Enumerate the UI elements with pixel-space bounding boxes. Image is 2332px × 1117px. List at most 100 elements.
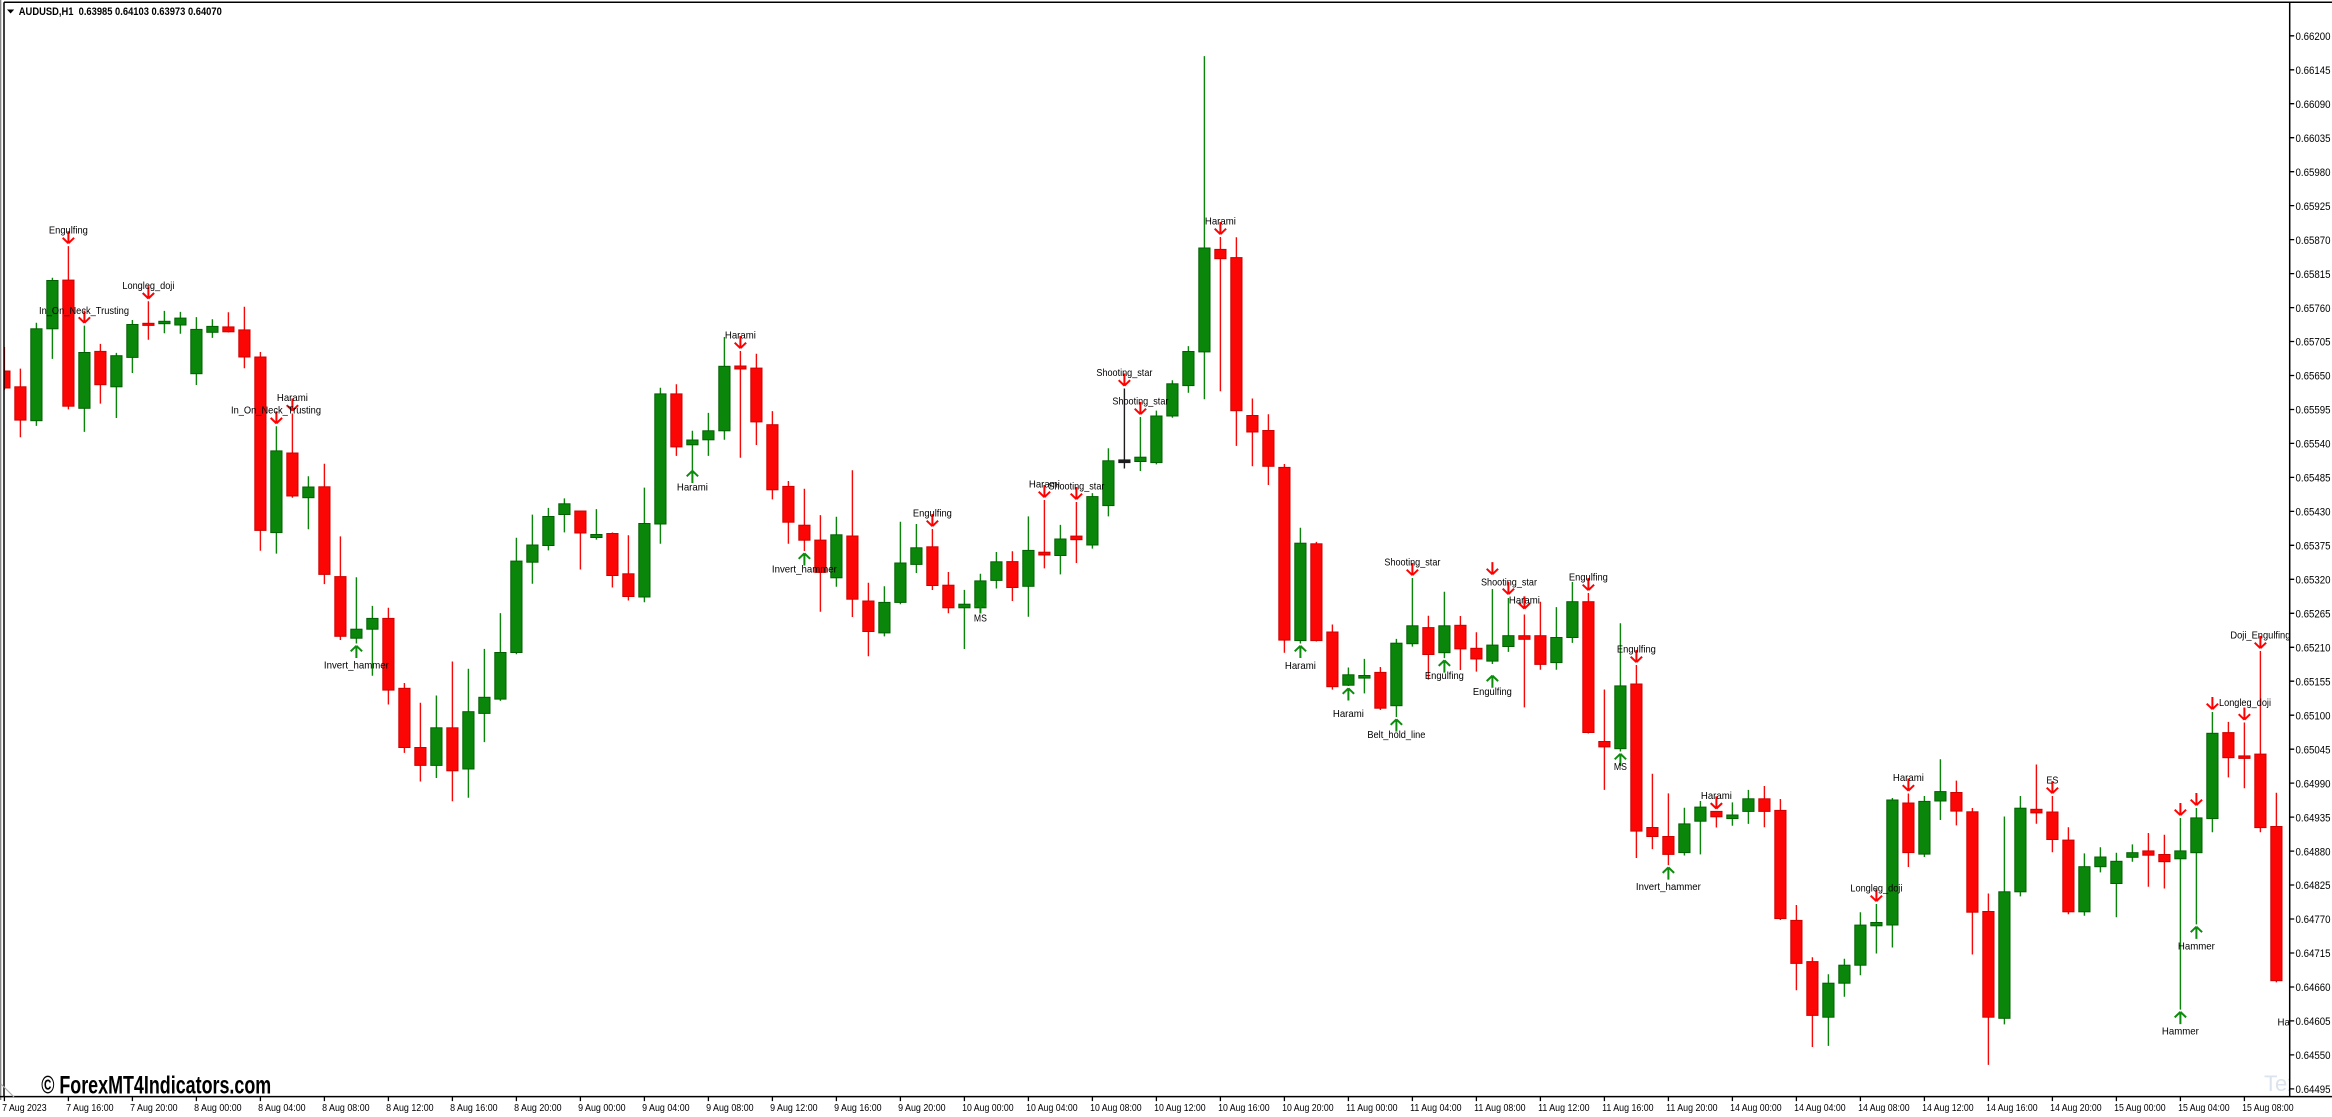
svg-text:Invert_hammer: Invert_hammer [772,564,837,576]
svg-text:0.64935: 0.64935 [2296,812,2331,824]
svg-text:Text: Text [2264,1071,2304,1096]
svg-text:0.65925: 0.65925 [2296,201,2331,213]
svg-text:10 Aug 00:00: 10 Aug 00:00 [962,1102,1014,1114]
svg-text:15 Aug 08:00: 15 Aug 08:00 [2242,1102,2294,1114]
svg-text:0.66145: 0.66145 [2296,65,2331,77]
svg-text:7 Aug 20:00: 7 Aug 20:00 [130,1102,178,1114]
svg-text:0.65320: 0.65320 [2296,575,2331,587]
svg-text:9 Aug 12:00: 9 Aug 12:00 [770,1102,818,1114]
svg-text:0.65265: 0.65265 [2296,609,2331,621]
svg-text:Harami: Harami [725,330,756,342]
svg-text:0.64880: 0.64880 [2296,846,2331,858]
svg-text:Invert_hammer: Invert_hammer [324,660,389,672]
svg-text:Harami: Harami [1509,595,1540,607]
svg-text:9 Aug 04:00: 9 Aug 04:00 [642,1102,690,1114]
svg-text:0.65650: 0.65650 [2296,371,2331,383]
svg-text:0.64990: 0.64990 [2296,778,2331,790]
svg-text:Hammer: Hammer [2278,1017,2315,1029]
svg-text:Longleg_doji: Longleg_doji [2219,697,2271,709]
svg-text:Engulfing: Engulfing [913,508,952,520]
svg-text:Harami: Harami [1205,216,1236,228]
svg-text:8 Aug 08:00: 8 Aug 08:00 [322,1102,370,1114]
svg-text:0.65540: 0.65540 [2296,439,2331,451]
svg-text:Engulfing: Engulfing [1617,644,1656,656]
svg-text:0.66035: 0.66035 [2296,133,2331,145]
svg-text:Hammer: Hammer [2178,941,2215,953]
svg-text:0.65210: 0.65210 [2296,643,2331,655]
svg-text:11 Aug 08:00: 11 Aug 08:00 [1474,1102,1526,1114]
svg-text:14 Aug 08:00: 14 Aug 08:00 [1858,1102,1910,1114]
svg-text:ES: ES [2046,775,2058,787]
svg-text:10 Aug 04:00: 10 Aug 04:00 [1026,1102,1078,1114]
svg-text:Shooting_star: Shooting_star [1384,557,1440,569]
svg-text:14 Aug 04:00: 14 Aug 04:00 [1794,1102,1846,1114]
svg-text:© ForexMT4Indicators.com: © ForexMT4Indicators.com [41,1071,271,1099]
svg-text:0.65430: 0.65430 [2296,507,2331,519]
svg-text:Harami: Harami [1029,479,1060,491]
svg-text:In_On_Neck_Trusting: In_On_Neck_Trusting [231,405,321,417]
svg-text:14 Aug 12:00: 14 Aug 12:00 [1922,1102,1974,1114]
svg-text:8 Aug 04:00: 8 Aug 04:00 [258,1102,306,1114]
svg-text:0.64550: 0.64550 [2296,1050,2331,1062]
svg-text:Doji_Engulfing: Doji_Engulfing [2230,630,2290,642]
svg-text:8 Aug 20:00: 8 Aug 20:00 [514,1102,562,1114]
svg-text:In_On_Neck_Trusting: In_On_Neck_Trusting [39,305,129,317]
svg-text:0.65100: 0.65100 [2296,710,2331,722]
svg-text:Hammer: Hammer [2162,1026,2199,1038]
svg-text:0.65705: 0.65705 [2296,337,2331,349]
svg-text:10 Aug 16:00: 10 Aug 16:00 [1218,1102,1270,1114]
svg-text:9 Aug 20:00: 9 Aug 20:00 [898,1102,946,1114]
svg-text:10 Aug 20:00: 10 Aug 20:00 [1282,1102,1334,1114]
svg-text:9 Aug 08:00: 9 Aug 08:00 [706,1102,754,1114]
svg-text:11 Aug 20:00: 11 Aug 20:00 [1666,1102,1718,1114]
svg-text:10 Aug 12:00: 10 Aug 12:00 [1154,1102,1206,1114]
svg-text:8 Aug 12:00: 8 Aug 12:00 [386,1102,434,1114]
svg-text:0.65870: 0.65870 [2296,235,2331,247]
svg-text:0.64770: 0.64770 [2296,914,2331,926]
svg-text:Harami: Harami [1701,790,1732,802]
svg-text:0.64495: 0.64495 [2296,1084,2331,1096]
svg-text:7 Aug 16:00: 7 Aug 16:00 [66,1102,114,1114]
svg-text:10 Aug 08:00: 10 Aug 08:00 [1090,1102,1142,1114]
svg-text:0.66090: 0.66090 [2296,99,2331,111]
svg-text:0.65815: 0.65815 [2296,269,2331,281]
svg-text:11 Aug 04:00: 11 Aug 04:00 [1410,1102,1462,1114]
svg-text:Engulfing: Engulfing [49,225,88,237]
svg-text:Engulfing: Engulfing [1425,670,1464,682]
svg-text:0.65980: 0.65980 [2296,167,2331,179]
svg-text:Harami: Harami [1333,708,1364,720]
svg-text:14 Aug 00:00: 14 Aug 00:00 [1730,1102,1782,1114]
svg-text:15 Aug 04:00: 15 Aug 04:00 [2178,1102,2230,1114]
svg-text:Shooting_star: Shooting_star [1481,577,1537,589]
svg-text:Engulfing: Engulfing [1569,572,1608,584]
svg-text:11 Aug 00:00: 11 Aug 00:00 [1346,1102,1398,1114]
svg-text:11 Aug 16:00: 11 Aug 16:00 [1602,1102,1654,1114]
svg-text:14 Aug 16:00: 14 Aug 16:00 [1986,1102,2038,1114]
svg-text:9 Aug 16:00: 9 Aug 16:00 [834,1102,882,1114]
svg-text:Engulfing: Engulfing [1473,686,1512,698]
svg-text:11 Aug 12:00: 11 Aug 12:00 [1538,1102,1590,1114]
svg-text:0.64660: 0.64660 [2296,982,2331,994]
svg-text:0.65375: 0.65375 [2296,541,2331,553]
svg-text:Shooting_star: Shooting_star [1096,367,1152,379]
svg-text:7 Aug 2023: 7 Aug 2023 [2,1102,47,1114]
svg-text:0.64605: 0.64605 [2296,1016,2331,1028]
svg-text:15 Aug 00:00: 15 Aug 00:00 [2114,1102,2166,1114]
svg-text:0.65045: 0.65045 [2296,744,2331,756]
svg-text:0.65760: 0.65760 [2296,303,2331,315]
svg-text:Longleg_doji: Longleg_doji [1850,883,1902,895]
svg-text:MS: MS [974,613,987,625]
svg-text:0.64715: 0.64715 [2296,948,2331,960]
svg-text:0.65595: 0.65595 [2296,405,2331,417]
svg-text:9 Aug 00:00: 9 Aug 00:00 [578,1102,626,1114]
svg-text:Shooting_star: Shooting_star [1048,481,1104,493]
svg-text:Longleg_doji: Longleg_doji [122,280,174,292]
svg-text:8 Aug 00:00: 8 Aug 00:00 [194,1102,242,1114]
svg-text:Harami: Harami [677,482,708,494]
svg-text:Harami: Harami [1893,772,1924,784]
svg-text:Harami: Harami [277,392,308,404]
svg-text:0.66200: 0.66200 [2296,31,2331,43]
svg-text:Harami: Harami [1285,660,1316,672]
svg-text:8 Aug 16:00: 8 Aug 16:00 [450,1102,498,1114]
svg-text:Invert_hammer: Invert_hammer [1636,881,1701,893]
